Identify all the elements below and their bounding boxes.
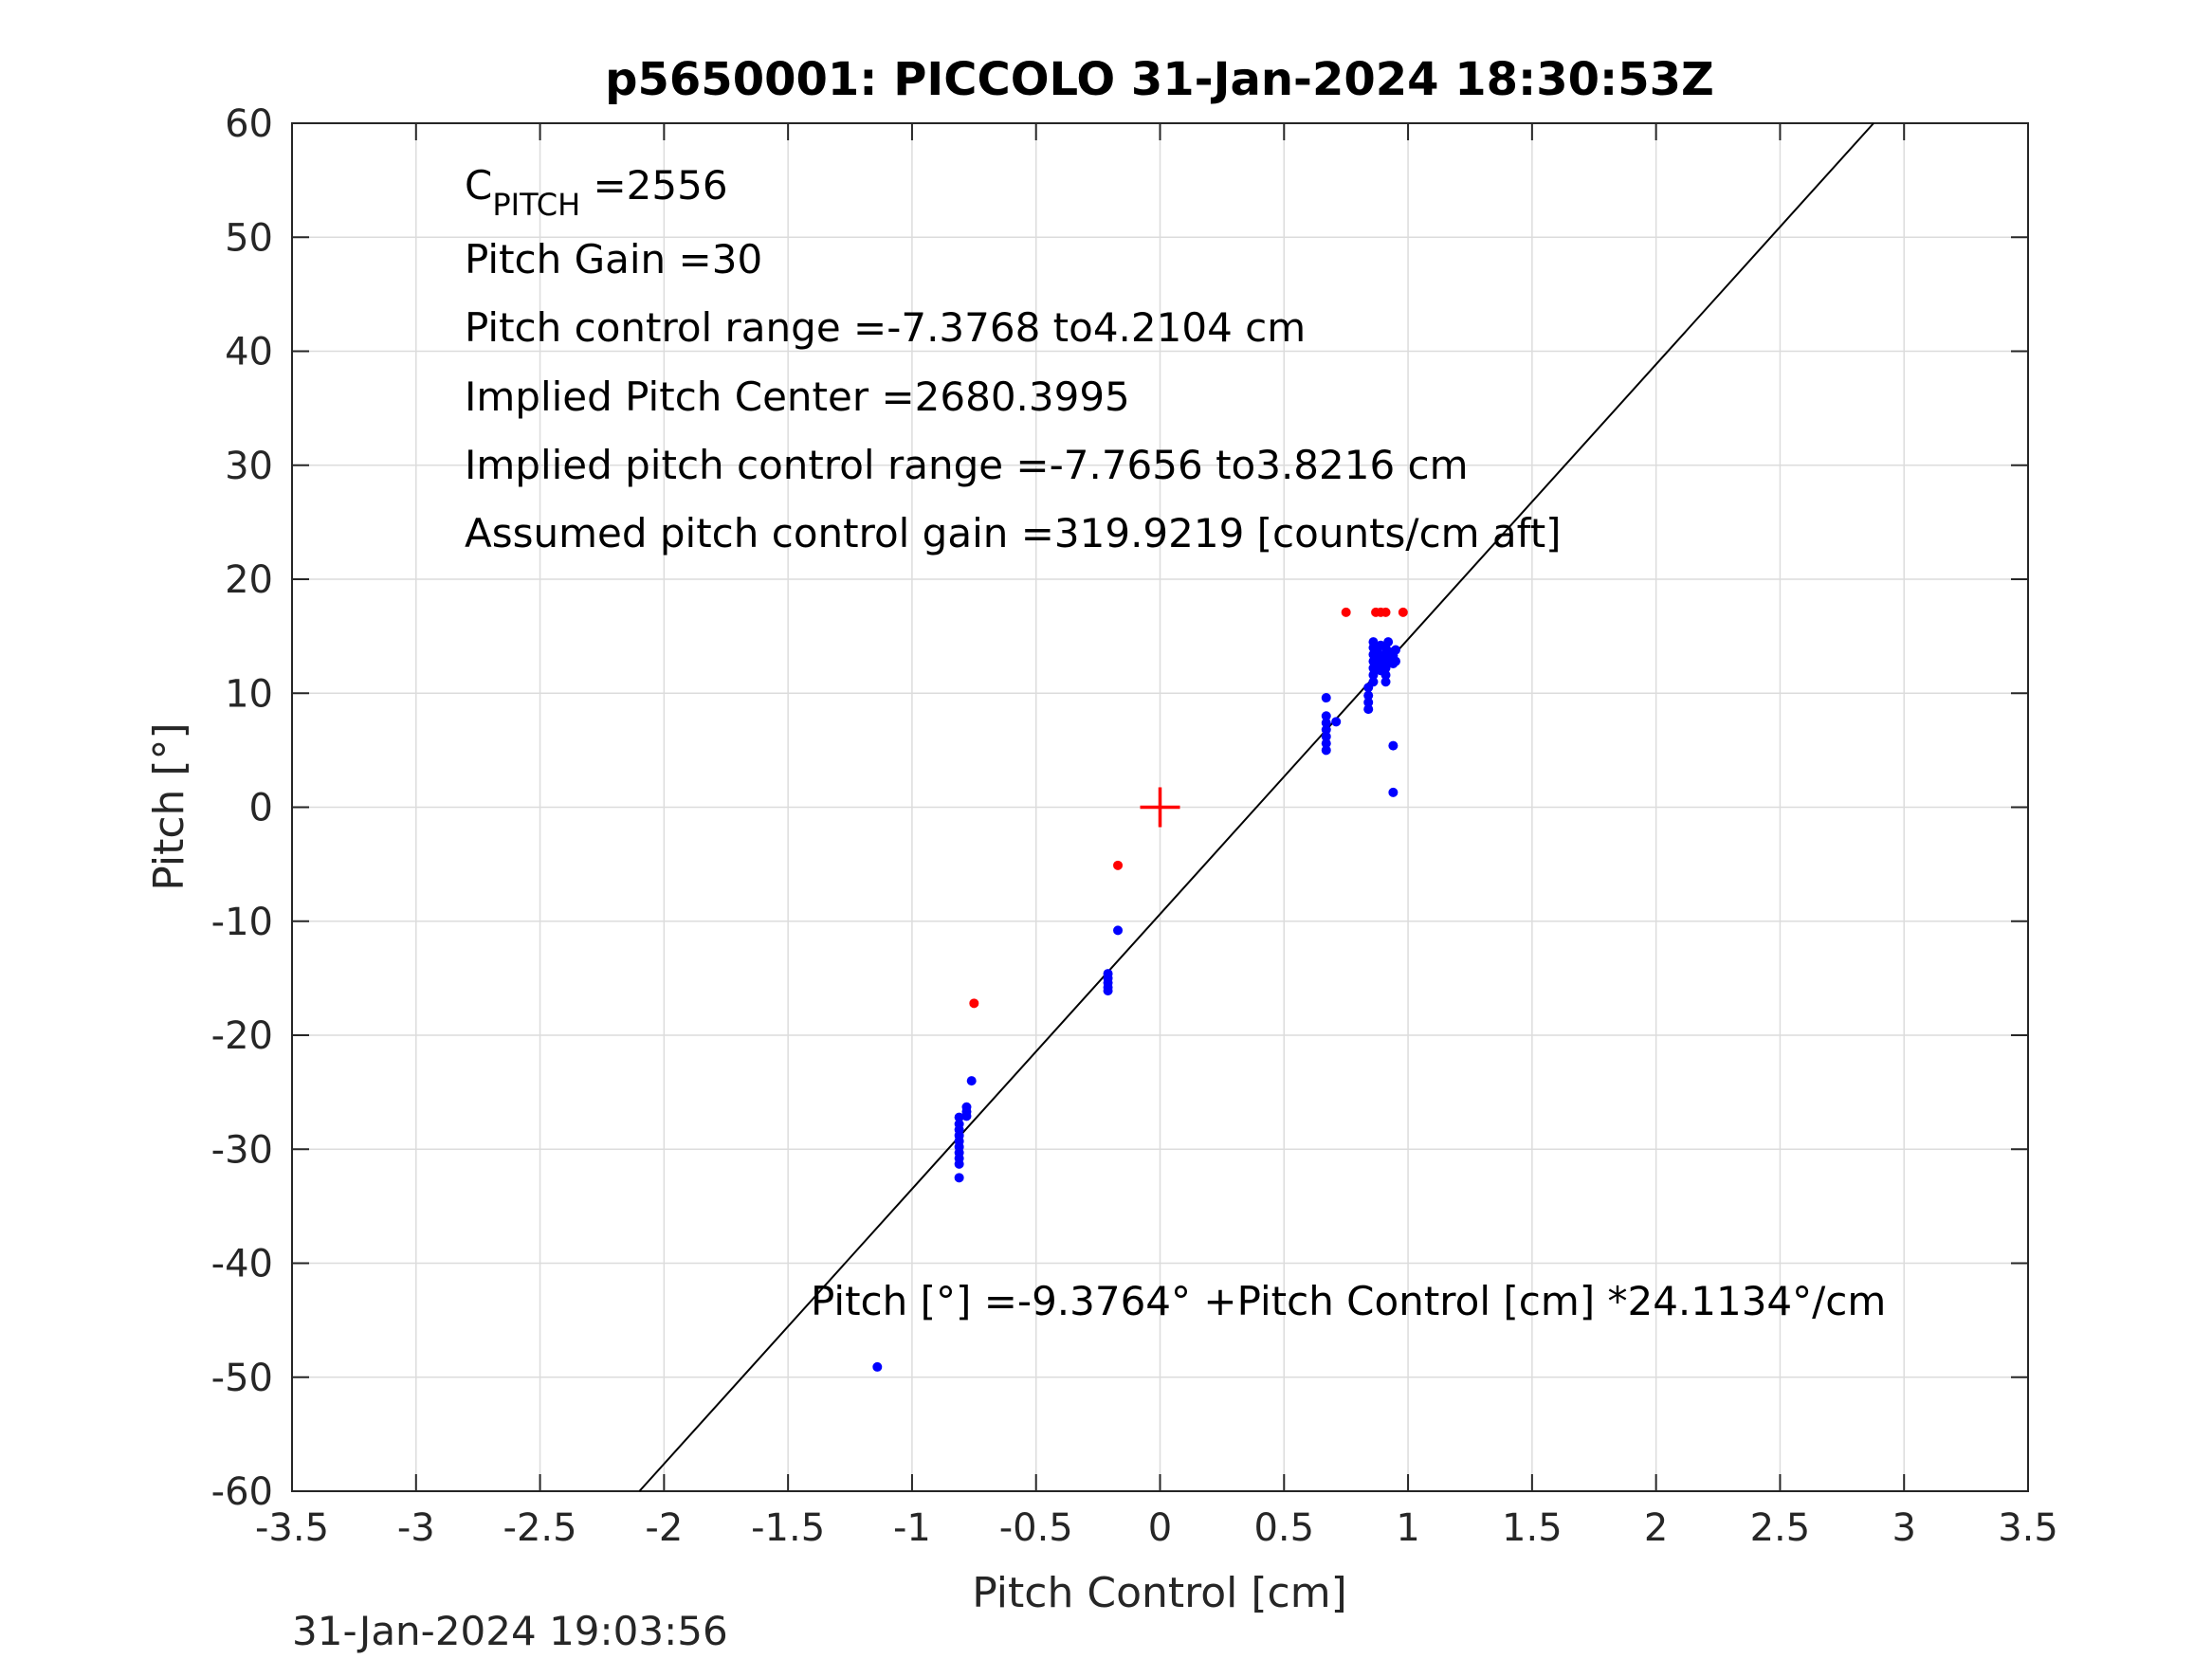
data-point: [1363, 690, 1374, 701]
data-point: [1321, 718, 1331, 728]
x-tick-label: 1.5: [1502, 1506, 1563, 1550]
y-tick-label: -30: [211, 1128, 273, 1172]
cpitch-annotation: CPITCH =2556: [465, 162, 728, 223]
fit-equation-annotation: Pitch [°] =-9.3764° +Pitch Control [cm] …: [811, 1278, 1886, 1324]
data-point: [1331, 717, 1342, 727]
cpitch-value: =2556: [580, 162, 727, 209]
center-marker-group: [1140, 787, 1180, 828]
x-axis-label: Pitch Control [cm]: [972, 1569, 1347, 1617]
data-point: [1380, 663, 1391, 673]
y-tick-labels: -60 -50 -40 -30 -20 -10 0 10 20 30 40 50 60: [211, 102, 273, 1514]
data-point: [1398, 607, 1408, 617]
cpitch-main: C: [465, 162, 492, 209]
y-tick-label: 0: [249, 787, 273, 830]
x-tick-label: -3: [397, 1506, 435, 1550]
x-tick-label: -1.5: [751, 1506, 825, 1550]
y-tick-label: 30: [225, 445, 273, 488]
x-tick-label: 0.5: [1253, 1506, 1314, 1550]
y-tick-label: 10: [225, 672, 273, 716]
chart-title: p5650001: PICCOLO 31-Jan-2024 18:30:53Z: [605, 53, 1714, 106]
data-point: [1321, 745, 1331, 756]
data-point: [966, 1076, 977, 1086]
data-point: [1103, 986, 1113, 996]
data-point: [1380, 607, 1391, 617]
data-point: [1373, 648, 1383, 659]
implied-range-annotation: Implied pitch control range =-7.7656 to3…: [465, 442, 1469, 488]
data-point: [1113, 925, 1124, 936]
y-axis-label: Pitch [°]: [145, 722, 193, 890]
y-tick-label: -40: [211, 1243, 273, 1286]
data-point: [954, 1112, 964, 1122]
x-tick-label: -0.5: [999, 1506, 1073, 1550]
y-tick-label: -20: [211, 1014, 273, 1058]
data-point: [954, 1158, 964, 1169]
fit-line-group: [638, 122, 1874, 1492]
cpitch-subscript: PITCH: [492, 187, 580, 223]
control-range-annotation: Pitch control range =-7.3768 to4.2104 cm: [465, 304, 1306, 351]
grid-lines: [291, 122, 2029, 1492]
x-tick-label: -2.5: [503, 1506, 577, 1550]
data-point: [954, 1173, 964, 1183]
x-tick-label: 3: [1892, 1506, 1915, 1550]
data-point: [1363, 704, 1374, 715]
fit-line: [638, 122, 1874, 1492]
data-point: [1380, 677, 1391, 687]
timestamp: 31-Jan-2024 19:03:56: [292, 1608, 728, 1654]
data-point: [961, 1111, 972, 1121]
implied-center-annotation: Implied Pitch Center =2680.3995: [465, 374, 1130, 420]
data-point: [1321, 711, 1331, 721]
y-tick-label: -60: [211, 1470, 273, 1514]
data-point: [1321, 738, 1331, 749]
data-point: [1113, 860, 1124, 870]
y-tick-label: 60: [225, 102, 273, 146]
data-point: [1368, 637, 1379, 647]
data-point: [1368, 677, 1379, 687]
x-tick-label: 2.5: [1750, 1506, 1811, 1550]
data-point: [1388, 740, 1398, 751]
y-tick-label: -10: [211, 901, 273, 944]
data-point: [1390, 656, 1400, 666]
x-tick-labels: -3.5 -3 -2.5 -2 -1.5 -1 -0.5 0 0.5 1 1.5 2 2.5 3 3.5: [255, 1506, 2058, 1550]
data-point: [969, 998, 979, 1009]
data-point: [1363, 697, 1374, 707]
x-tick-label: 1: [1396, 1506, 1419, 1550]
x-tick-label: 2: [1644, 1506, 1668, 1550]
y-tick-label: 50: [225, 216, 273, 260]
x-tick-label: 0: [1148, 1506, 1172, 1550]
x-tick-label: -2: [645, 1506, 683, 1550]
pitch-gain-annotation: Pitch Gain =30: [465, 236, 762, 283]
data-point: [1380, 670, 1391, 681]
y-tick-label: 20: [225, 558, 273, 602]
data-point: [1321, 731, 1331, 741]
data-point: [1321, 693, 1331, 703]
assumed-gain-annotation: Assumed pitch control gain =319.9219 [co…: [465, 510, 1562, 556]
axis-ticks: [291, 122, 2029, 1492]
x-tick-label: -3.5: [255, 1506, 329, 1550]
x-tick-label: 3.5: [1998, 1506, 2058, 1550]
data-points: [872, 607, 1408, 1372]
data-point: [1368, 670, 1379, 681]
x-tick-label: -1: [893, 1506, 931, 1550]
data-point: [1321, 724, 1331, 735]
y-tick-label: -50: [211, 1357, 273, 1400]
data-point: [1390, 645, 1400, 655]
data-point: [1388, 787, 1398, 797]
data-point: [872, 1361, 883, 1372]
data-point: [1383, 637, 1394, 647]
data-point: [1341, 607, 1351, 617]
y-tick-label: 40: [225, 331, 273, 374]
